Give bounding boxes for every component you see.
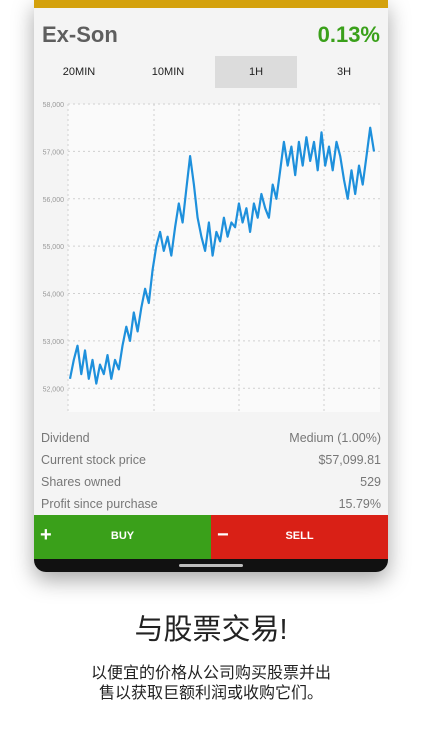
price-line [68,126,376,385]
tab-10min[interactable]: 10MIN [151,66,185,78]
y-tick-label: 53,000 [43,339,65,346]
sell-button-label: SELL [285,530,314,542]
stock-stats: Dividend Medium (1.00%) Current stock pr… [34,428,388,516]
promo-description: 以便宜的价格从公司购买股票并出 售以获取巨额利润或收购它们。 [40,664,382,704]
home-indicator[interactable] [179,564,243,567]
stat-value: Medium (1.00%) [289,431,381,445]
system-nav-bar [34,559,388,572]
buy-button-label: BUY [110,530,135,542]
stat-label: Current stock price [41,453,146,467]
stat-row-shares-owned: Shares owned 529 [34,472,388,494]
stat-value: 529 [360,475,381,489]
y-tick-label: 58,000 [43,102,65,109]
sell-button[interactable]: − SELL [211,515,388,559]
buy-button[interactable]: + BUY [34,515,211,559]
stat-row-current-price: Current stock price $57,099.81 [34,450,388,472]
price-chart: 58,000 57,000 56,000 55,000 54,000 53,000 52,0… [43,102,380,412]
promo-description-line: 售以获取巨额利润或收购它们。 [98,685,323,702]
y-tick-label: 57,000 [43,149,65,156]
y-tick-label: 54,000 [43,292,65,299]
promo-description-line: 以便宜的价格从公司购买股票并出 [90,665,331,682]
promo-headline: 与股票交易! [134,614,288,646]
stock-change-percent: 0.13% [317,22,380,47]
stat-label: Shares owned [41,475,121,489]
y-tick-label: 55,000 [43,244,65,251]
tab-3h[interactable]: 3H [336,66,352,78]
stat-value: 15.79% [338,497,381,511]
minus-icon: − [217,524,229,546]
accent-bar [34,0,388,8]
stat-label: Dividend [41,431,90,445]
stat-row-profit: Profit since purchase 15.79% [34,494,388,516]
stat-row-dividend: Dividend Medium (1.00%) [34,428,388,450]
stock-name: Ex-Son [42,22,118,47]
stock-header: Ex-Son 0.13% [34,20,388,52]
tab-1h[interactable]: 1H [215,56,297,88]
stat-label: Profit since purchase [41,497,158,511]
y-tick-label: 52,000 [43,386,65,393]
timeframe-tabs: 20MIN 10MIN 1H 3H [34,56,388,88]
plus-icon: + [40,524,52,546]
y-tick-label: 56,000 [43,197,65,204]
tab-20min[interactable]: 20MIN [62,66,96,78]
stat-value: $57,099.81 [318,453,381,467]
phone-screen: Ex-Son 0.13% 20MIN 10MIN 1H 3H 58,000 57,… [34,0,388,572]
